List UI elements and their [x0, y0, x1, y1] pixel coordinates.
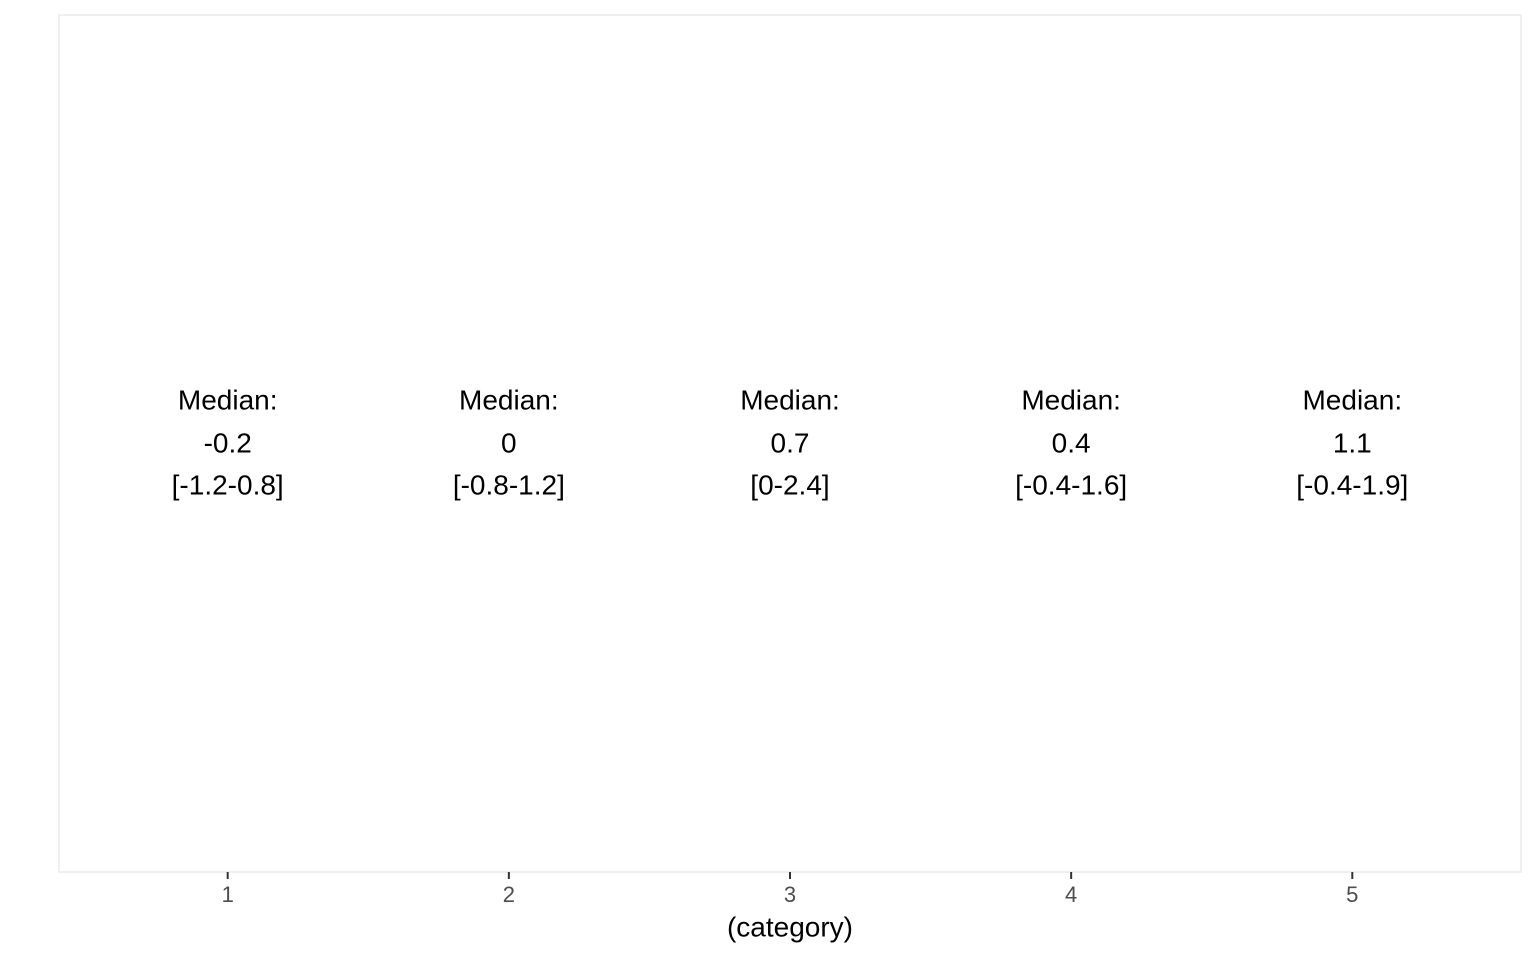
range-label: [-0.4-1.9]	[1296, 469, 1408, 500]
median-value: 0	[501, 427, 517, 458]
x-axis-label: (category)	[727, 911, 853, 942]
median-caption: Median:	[459, 384, 559, 415]
x-tick-label: 5	[1346, 882, 1358, 907]
range-label: [-0.4-1.6]	[1015, 469, 1127, 500]
median-value: 1.1	[1333, 427, 1372, 458]
x-tick-label: 4	[1065, 882, 1077, 907]
median-value: -0.2	[204, 427, 252, 458]
range-label: [0-2.4]	[750, 469, 829, 500]
median-caption: Median:	[740, 384, 840, 415]
median-value: 0.4	[1052, 427, 1091, 458]
x-tick-label: 1	[222, 882, 234, 907]
panel	[58, 14, 1522, 873]
median-caption: Median:	[178, 384, 278, 415]
x-tick-label: 2	[503, 882, 515, 907]
median-caption: Median:	[1302, 384, 1402, 415]
median-caption: Median:	[1021, 384, 1121, 415]
range-label: [-0.8-1.2]	[453, 469, 565, 500]
median-value: 0.7	[771, 427, 810, 458]
x-tick-label: 3	[784, 882, 796, 907]
range-label: [-1.2-0.8]	[172, 469, 284, 500]
